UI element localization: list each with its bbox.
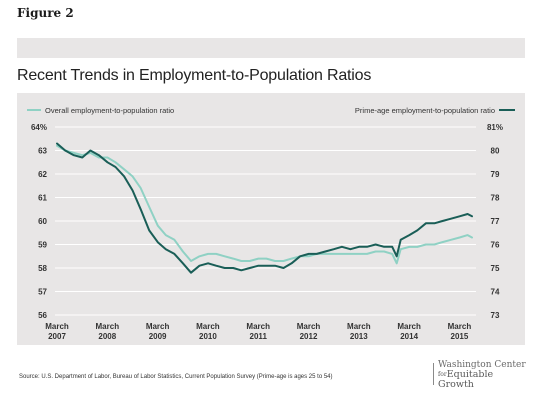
- right-tick-label: 74: [491, 288, 500, 297]
- x-tick-label-year: 2015: [451, 332, 469, 341]
- right-tick-label: 81%: [487, 123, 503, 132]
- source-note: Source: U.S. Department of Labor, Bureau…: [19, 374, 333, 380]
- x-tick-label-month: March: [297, 322, 321, 331]
- right-tick-label: 78: [491, 194, 500, 203]
- chart-title: Recent Trends in Employment-to-Populatio…: [17, 67, 372, 84]
- left-tick-label: 61: [38, 194, 47, 203]
- x-tick-label-year: 2014: [400, 332, 418, 341]
- chart-panel: [17, 93, 525, 345]
- gridlines: [55, 126, 476, 316]
- logo-equitable-growth: Equitable Growth: [438, 369, 494, 391]
- series-line-overall: [56, 144, 473, 265]
- left-tick-label: 59: [38, 241, 47, 250]
- left-tick-label: 60: [38, 217, 47, 226]
- legend-label-prime-age: Prime-age employment-to-population ratio: [355, 106, 495, 115]
- x-tick-label-year: 2012: [300, 332, 318, 341]
- x-tick-label-month: March: [146, 322, 170, 331]
- legend: Overall employment-to-population ratio P…: [27, 106, 515, 115]
- right-tick-label: 76: [491, 241, 500, 250]
- logo-for: for: [438, 371, 447, 379]
- x-tick-label-month: March: [45, 322, 69, 331]
- series-line-prime-age: [56, 142, 473, 274]
- left-tick-label: 64%: [31, 123, 47, 132]
- logo-line-2: forEquitable Growth: [438, 370, 530, 390]
- left-tick-label: 57: [38, 288, 47, 297]
- x-tick-label-month: March: [448, 322, 472, 331]
- logo-divider: [433, 363, 434, 385]
- left-axis-ticks: 56 57 58 59 60 61 62 63 64%: [31, 123, 48, 320]
- logo-line-1: Washington Center: [438, 360, 526, 370]
- left-tick-label: 62: [38, 170, 47, 179]
- x-tick-label-month: March: [347, 322, 371, 331]
- right-tick-label: 77: [491, 217, 500, 226]
- right-tick-label: 79: [491, 170, 500, 179]
- x-tick-label-month: March: [246, 322, 270, 331]
- left-tick-label: 58: [38, 264, 47, 273]
- x-tick-label-year: 2008: [98, 332, 116, 341]
- x-axis-ticks: March2007March2008March2009March2010Marc…: [45, 322, 471, 341]
- x-tick-label-year: 2010: [199, 332, 217, 341]
- left-tick-label: 56: [38, 311, 47, 320]
- x-tick-label-month: March: [96, 322, 120, 331]
- right-tick-label: 75: [491, 264, 500, 273]
- right-axis-ticks: 73 74 75 76 77 78 79 80 81%: [487, 123, 503, 320]
- x-tick-label-year: 2009: [149, 332, 167, 341]
- wceg-logo: Washington Center forEquitable Growth: [433, 360, 530, 390]
- header-band: [17, 38, 525, 58]
- line-chart: Overall employment-to-population ratio P…: [27, 106, 515, 341]
- left-tick-label: 63: [38, 147, 47, 156]
- figure-label: Figure 2: [17, 6, 74, 20]
- right-tick-label: 80: [491, 147, 500, 156]
- x-tick-label-month: March: [196, 322, 220, 331]
- right-tick-label: 73: [491, 311, 500, 320]
- series-lines: [56, 142, 473, 274]
- x-tick-label-month: March: [397, 322, 421, 331]
- legend-label-overall: Overall employment-to-population ratio: [45, 106, 174, 115]
- x-tick-label-year: 2011: [250, 332, 268, 341]
- x-tick-label-year: 2013: [350, 332, 368, 341]
- x-tick-label-year: 2007: [48, 332, 66, 341]
